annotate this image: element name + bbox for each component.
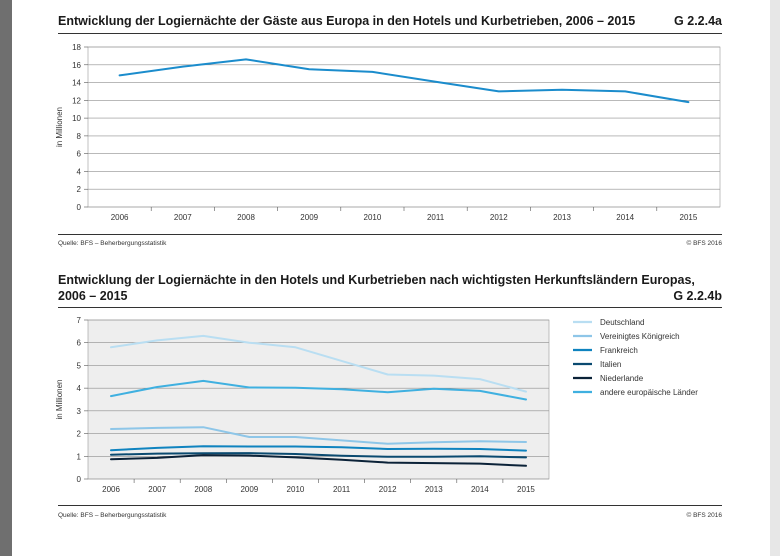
chart-b-x-tick-label: 2008 — [194, 485, 212, 494]
chart-a-x-tick-label: 2012 — [490, 213, 508, 222]
chart-a-x-tick-label: 2014 — [616, 213, 634, 222]
chart-a-y-tick-label: 6 — [77, 150, 82, 159]
chart-a-x-tick-label: 2011 — [427, 213, 445, 222]
chart-b-x-tick-label: 2013 — [425, 485, 443, 494]
chart-a-x-tick-label: 2013 — [553, 213, 571, 222]
chart-a-x-tick-label: 2015 — [680, 213, 698, 222]
chart-a-copyright: © BFS 2016 — [686, 240, 722, 247]
chart-b-y-tick-label: 0 — [77, 475, 82, 484]
chart-a-y-tick-label: 12 — [72, 96, 81, 105]
chart-b-title-line1: Entwicklung der Logiernächte in den Hote… — [58, 273, 695, 287]
chart-b-source: Quelle: BFS – Beherbergungsstatistik — [58, 512, 167, 519]
chart-b-y-tick-label: 3 — [77, 407, 82, 416]
chart-a-x-tick-label: 2010 — [364, 213, 382, 222]
chart-b-series-line-andere-europ-ische-l-nder — [110, 379, 527, 401]
chart-a-x-tick-label: 2006 — [111, 213, 129, 222]
chart-b-title-line2: 2006 – 2015 — [58, 289, 128, 303]
chart-b-y-tick-label: 6 — [77, 339, 82, 348]
chart-a-y-tick-label: 10 — [72, 114, 81, 123]
chart-b-series-line-frankreich — [110, 445, 527, 452]
chart-a-x-tick-label: 2009 — [300, 213, 318, 222]
chart-b-series-line-vereinigtes-k-nigreich — [110, 426, 527, 445]
chart-b-legend-label: Niederlande — [600, 374, 644, 383]
chart-b-legend-label: andere europäische Länder — [600, 388, 698, 397]
chart-a-x-tick-label: 2008 — [237, 213, 255, 222]
chart-b-code: G 2.2.4b — [673, 289, 722, 303]
chart-a-series-line — [118, 58, 690, 104]
chart-b-y-tick-label: 2 — [77, 430, 82, 439]
chart-a-y-tick-label: 18 — [72, 43, 81, 52]
chart-b-y-tick-label: 1 — [77, 452, 82, 461]
chart-b-x-tick-label: 2007 — [148, 485, 166, 494]
chart-b-x-tick-label: 2010 — [287, 485, 305, 494]
chart-a-title-rule — [58, 33, 722, 34]
chart-b-copyright: © BFS 2016 — [686, 512, 722, 519]
chart-b-legend-label: Italien — [600, 360, 621, 369]
chart-a-title: Entwicklung der Logiernächte der Gäste a… — [58, 14, 636, 28]
chart-b-series-line-italien — [110, 452, 527, 459]
chart-a-y-axis-label: in Millionen — [55, 107, 64, 147]
chart-b-series-line-niederlande — [110, 454, 527, 467]
chart-b-title-rule — [58, 307, 722, 308]
chart-a-y-tick-label: 2 — [77, 185, 82, 194]
chart-b-legend-label: Deutschland — [600, 318, 644, 327]
chart-a-y-tick-label: 4 — [77, 167, 82, 176]
chart-b-x-tick-label: 2014 — [471, 485, 489, 494]
chart-b-x-tick-label: 2006 — [102, 485, 120, 494]
chart-a-source: Quelle: BFS – Beherbergungsstatistik — [58, 240, 167, 247]
chart-b-y-tick-label: 4 — [77, 384, 82, 393]
chart-a-x-tick-label: 2007 — [174, 213, 192, 222]
chart-b-y-tick-label: 5 — [77, 361, 82, 370]
left-frame-bar — [0, 0, 12, 556]
chart-a-code: G 2.2.4a — [674, 14, 722, 28]
chart-b-y-tick-label: 7 — [77, 316, 82, 325]
chart-b-x-tick-label: 2009 — [240, 485, 258, 494]
chart-a-plot-area — [87, 46, 721, 208]
chart-b-x-tick-label: 2012 — [379, 485, 397, 494]
chart-b-legend-label: Vereinigtes Königreich — [600, 332, 680, 341]
chart-b-legend-label: Frankreich — [600, 346, 638, 355]
chart-b-x-tick-label: 2011 — [333, 485, 351, 494]
chart-b-series-line-deutschland — [110, 334, 527, 393]
chart-a-y-tick-label: 0 — [77, 203, 82, 212]
chart-b-x-tick-label: 2015 — [517, 485, 535, 494]
chart-a-footer-rule — [58, 234, 722, 235]
chart-a-y-tick-label: 16 — [72, 61, 81, 70]
chart-a-y-tick-label: 8 — [77, 132, 82, 141]
chart-a-y-tick-label: 14 — [72, 79, 81, 88]
chart-b-footer-rule — [58, 505, 722, 506]
right-scroll-track[interactable] — [770, 0, 780, 556]
chart-b-y-axis-label: in Millionen — [55, 379, 64, 419]
